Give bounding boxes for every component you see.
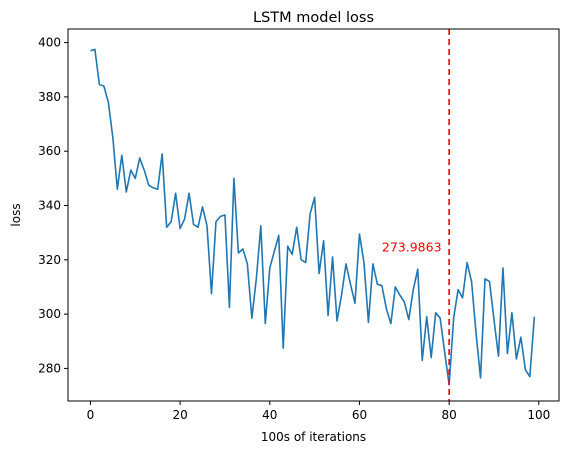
x-tick-label: 80 [442, 408, 457, 422]
x-tick-label: 20 [172, 408, 187, 422]
x-tick-label: 100 [527, 408, 550, 422]
x-axis-title: 100s of iterations [261, 430, 366, 444]
y-tick-label: 320 [38, 253, 61, 267]
y-tick-label: 340 [38, 198, 61, 212]
series-line-0 [90, 48, 536, 386]
x-tick-label: 40 [262, 408, 277, 422]
y-tick-label: 280 [38, 361, 61, 375]
plot-frame [67, 28, 560, 402]
data-layer [90, 29, 536, 401]
y-tick-label: 300 [38, 307, 61, 321]
y-tick-label: 360 [38, 144, 61, 158]
chart-title: LSTM model loss [253, 10, 374, 26]
annotation-layer: 273.9863 [382, 240, 442, 255]
ticks-layer: 0 20 40 60 80 100 280 300 320 340 360 380 400 [38, 36, 550, 422]
y-tick-label: 400 [38, 36, 61, 50]
y-axis-title: loss [9, 203, 23, 226]
x-tick-label: 0 [87, 408, 95, 422]
annotation-label: 273.9863 [382, 240, 442, 255]
x-tick-label: 60 [352, 408, 367, 422]
y-tick-label: 380 [38, 90, 61, 104]
